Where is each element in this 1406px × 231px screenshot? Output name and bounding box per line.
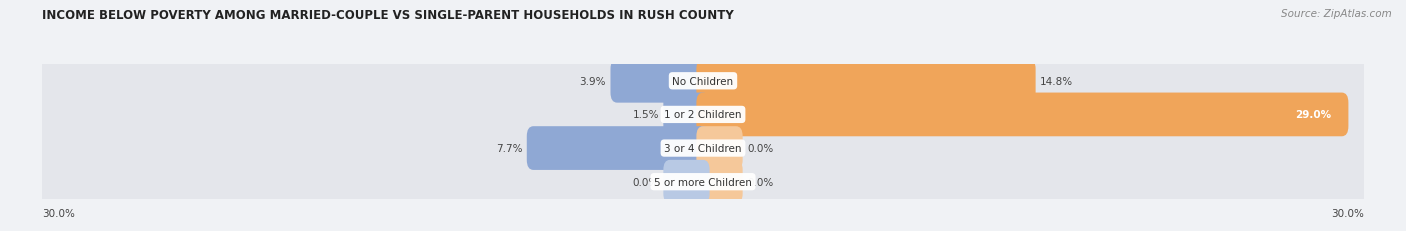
Text: 3.9%: 3.9% — [579, 76, 606, 86]
FancyBboxPatch shape — [527, 127, 710, 170]
FancyBboxPatch shape — [696, 93, 1348, 137]
Text: 1.5%: 1.5% — [633, 110, 659, 120]
Text: 7.7%: 7.7% — [496, 143, 523, 153]
FancyBboxPatch shape — [696, 60, 1036, 103]
Text: 3 or 4 Children: 3 or 4 Children — [664, 143, 742, 153]
Text: 0.0%: 0.0% — [747, 177, 773, 187]
FancyBboxPatch shape — [664, 160, 710, 204]
Text: Source: ZipAtlas.com: Source: ZipAtlas.com — [1281, 9, 1392, 19]
FancyBboxPatch shape — [34, 50, 1372, 113]
FancyBboxPatch shape — [34, 83, 1372, 147]
Text: 14.8%: 14.8% — [1040, 76, 1073, 86]
Text: INCOME BELOW POVERTY AMONG MARRIED-COUPLE VS SINGLE-PARENT HOUSEHOLDS IN RUSH CO: INCOME BELOW POVERTY AMONG MARRIED-COUPL… — [42, 9, 734, 22]
FancyBboxPatch shape — [610, 60, 710, 103]
Text: 30.0%: 30.0% — [42, 208, 75, 218]
FancyBboxPatch shape — [664, 93, 710, 137]
Text: 30.0%: 30.0% — [1331, 208, 1364, 218]
Text: No Children: No Children — [672, 76, 734, 86]
Text: 1 or 2 Children: 1 or 2 Children — [664, 110, 742, 120]
Text: 0.0%: 0.0% — [633, 177, 659, 187]
FancyBboxPatch shape — [696, 160, 742, 204]
Text: 29.0%: 29.0% — [1295, 110, 1330, 120]
FancyBboxPatch shape — [696, 127, 742, 170]
Text: 5 or more Children: 5 or more Children — [654, 177, 752, 187]
FancyBboxPatch shape — [34, 117, 1372, 180]
Text: 0.0%: 0.0% — [747, 143, 773, 153]
FancyBboxPatch shape — [34, 150, 1372, 214]
